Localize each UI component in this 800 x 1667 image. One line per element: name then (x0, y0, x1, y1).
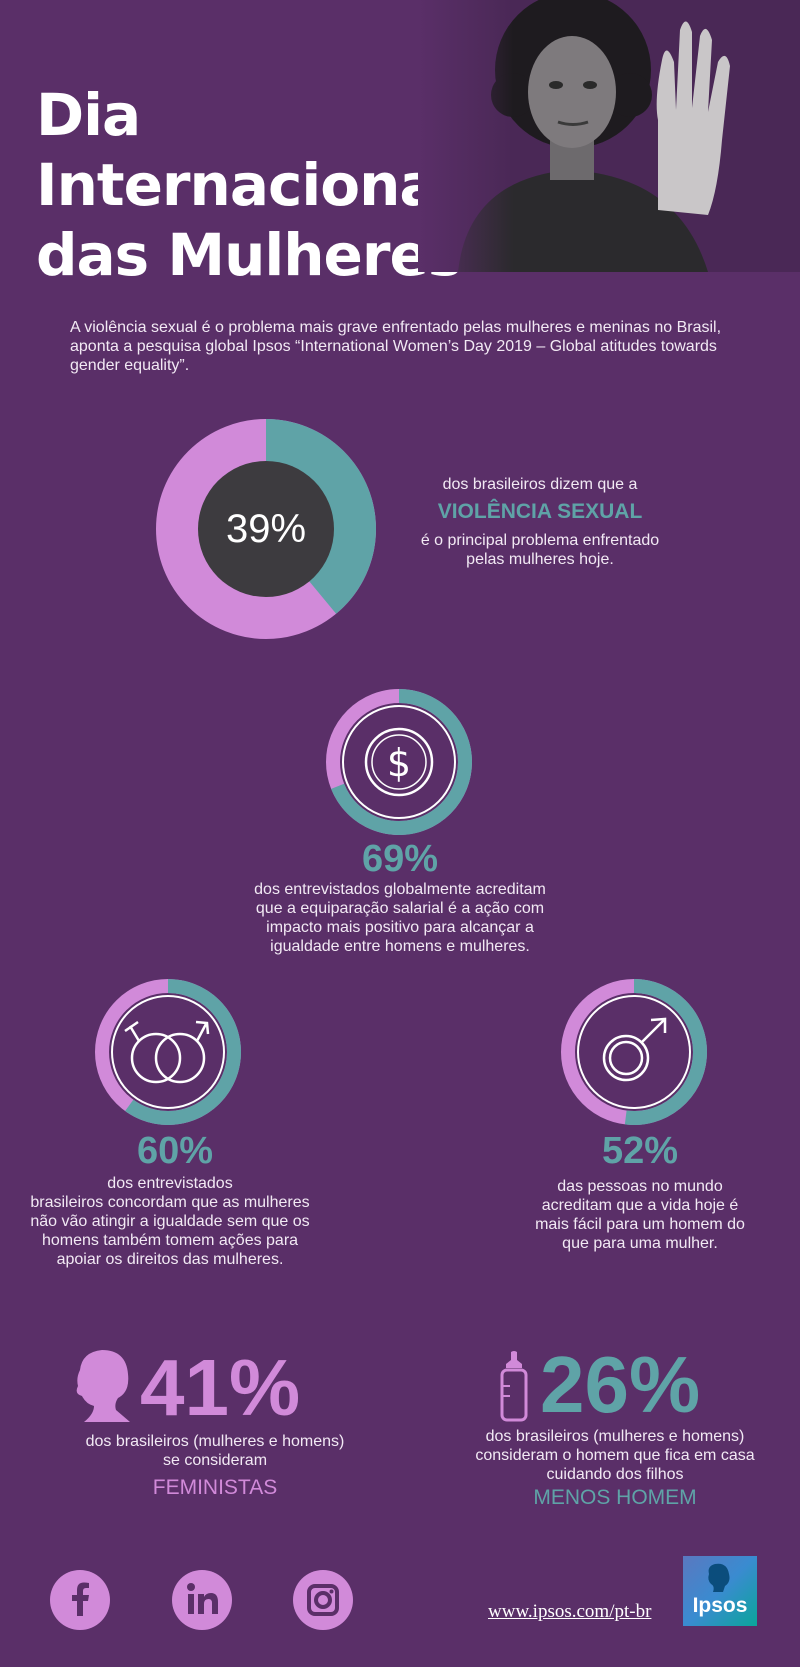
gender-symbols-icon (124, 1020, 210, 1084)
woman-stop-hand-photo (418, 0, 800, 272)
page-title: Dia Internacional das Mulheres (36, 80, 496, 290)
stat5-line: se consideram (162, 1452, 268, 1469)
stat5-value: 41% (140, 1343, 301, 1432)
ring-arc-teal (125, 979, 241, 1125)
stat5-highlight: FEMINISTAS (152, 1476, 278, 1499)
intro-paragraph: A violência sexual é o problema mais gra… (70, 319, 722, 374)
stat2-text: dos entrevistados globalmente acreditam … (240, 880, 560, 956)
baby-bottle-icon (500, 1351, 528, 1422)
stat6-value: 26% (540, 1340, 701, 1429)
stat5-line: dos brasileiros (mulheres e homens) (85, 1433, 345, 1450)
stat1-line1: dos brasileiros dizem que a (442, 476, 638, 493)
stat4-line: mais fácil para um homem do (535, 1216, 745, 1233)
stat3-line: não vão atingir a igualdade sem que os (30, 1213, 310, 1230)
stat2-line: dos entrevistados globalmente acreditam (254, 881, 546, 898)
stat1-line3: pelas mulheres hoje. (466, 551, 614, 568)
stat3-line: dos entrevistados (107, 1175, 233, 1192)
ipsos-head-icon (708, 1563, 730, 1592)
title-line-2: das Mulheres (36, 221, 462, 289)
title-line-1: Dia Internacional (36, 81, 457, 219)
ring-arc-teal (331, 689, 472, 835)
ipsos-logo: Ipsos (683, 1556, 757, 1626)
stat3-line: brasileiros concordam que as mulheres (30, 1194, 310, 1211)
facebook-icon[interactable] (50, 1570, 110, 1630)
stat1-highlight: VIOLÊNCIA SEXUAL (437, 500, 643, 523)
stat3-line: homens também tomem ações para (41, 1232, 299, 1249)
stat4-line: acreditam que a vida hoje é (541, 1197, 739, 1214)
stat6-line: cuidando dos filhos (546, 1466, 684, 1483)
stat3-text: dos entrevistados brasileiros concordam … (20, 1174, 320, 1269)
stat3-value: 60% (136, 1130, 214, 1172)
donut-chart-violencia: 39% (156, 419, 376, 639)
ipsos-logo-text: Ipsos (692, 1594, 748, 1617)
woman-silhouette-icon (76, 1350, 130, 1422)
dollar-icon: $ (364, 727, 434, 797)
stat4-text: das pessoas no mundo acreditam que a vid… (500, 1177, 780, 1253)
stat4-line: das pessoas no mundo (557, 1178, 723, 1195)
ring-chart-vida-homem (561, 979, 707, 1125)
stat1-value: 39% (226, 507, 306, 551)
stat6-line: dos brasileiros (mulheres e homens) (485, 1428, 745, 1445)
ring-chart-acoes-homens (95, 979, 241, 1125)
stat6-line: consideram o homem que fica em casa (475, 1447, 755, 1464)
stat1-text: dos brasileiros dizem que a VIOLÊNCIA SE… (420, 475, 660, 569)
ipsos-website-link[interactable]: www.ipsos.com/pt-br (488, 1601, 652, 1622)
stat4-line: que para uma mulher. (562, 1235, 718, 1252)
stat4-value: 52% (601, 1130, 679, 1172)
donut-arc-teal (265, 419, 376, 614)
svg-text:$: $ (387, 741, 411, 785)
instagram-icon[interactable] (293, 1570, 353, 1630)
stat1-line2: é o principal problema enfrentado (420, 532, 660, 549)
stat2-value: 69% (361, 838, 439, 880)
stat6-highlight: MENOS HOMEM (533, 1486, 697, 1509)
stat6-text: dos brasileiros (mulheres e homens) cons… (465, 1427, 765, 1484)
stat2-line: que a equiparação salarial é a ação com (255, 900, 545, 917)
ring-chart-salario: $ (326, 689, 472, 835)
ring-arc-teal (624, 979, 707, 1125)
stat5-text: dos brasileiros (mulheres e homens) se c… (70, 1432, 360, 1470)
male-symbol-icon (602, 1017, 667, 1082)
stat2-line: impacto mais positivo para alcançar a (266, 919, 534, 936)
linkedin-icon[interactable] (172, 1570, 232, 1630)
stat3-line: apoiar os direitos das mulheres. (56, 1251, 284, 1268)
stat2-line: igualdade entre homens e mulheres. (270, 938, 530, 955)
